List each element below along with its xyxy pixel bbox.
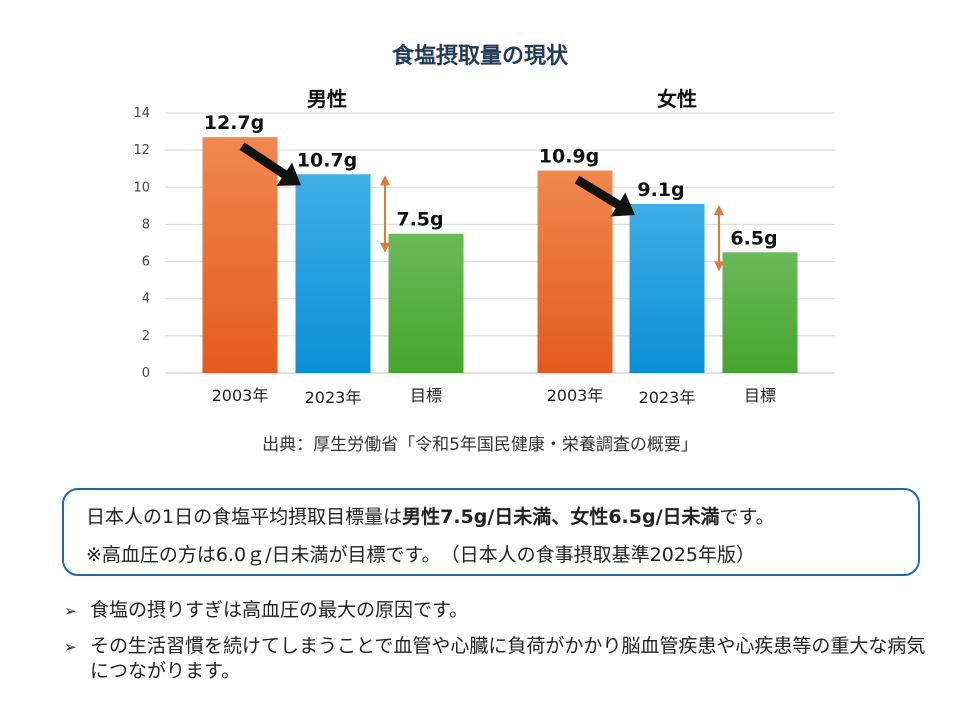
page-title: 食塩摂取量の現状 <box>391 44 568 69</box>
bar <box>202 137 278 373</box>
salt-intake-chart: 0 2 4 6 8 10 12 14 男性 12.7g 2003年 10.7g 2023年 7.5g 目標 女… <box>133 87 835 407</box>
x-tick-label: 2003年 <box>547 386 604 405</box>
list-item: ➢ その生活習慣を続けてしまうことで血管や心臓に負荷がかかり脳血管疾患や心疾患等… <box>64 634 944 685</box>
decrease-arrow-icon <box>239 142 301 186</box>
x-tick-label: 2003年 <box>212 386 269 405</box>
info-text-end: です。 <box>719 506 775 528</box>
x-tick-label: 目標 <box>410 386 442 405</box>
bullet-text: その生活習慣を続けてしまうことで血管や心臓に負荷がかかり脳血管疾患や心疾患等の重… <box>90 634 926 683</box>
y-tick-label: 14 <box>133 106 150 121</box>
y-tick-label: 12 <box>133 143 150 158</box>
data-label: 10.7g <box>297 149 357 171</box>
y-tick-label: 2 <box>142 329 150 344</box>
x-tick-label: 目標 <box>744 386 776 405</box>
y-tick-label: 6 <box>142 255 150 270</box>
data-label: 9.1g <box>637 179 684 201</box>
bar <box>295 174 371 373</box>
source-note: 出典：厚生労働省「令和5年国民健康・栄養調査の概要」 <box>262 435 698 455</box>
x-tick-label: 2023年 <box>305 388 362 407</box>
y-tick-label: 0 <box>142 366 150 381</box>
data-label: 12.7g <box>204 112 264 134</box>
y-tick-label: 4 <box>142 292 150 307</box>
group-title: 女性 <box>657 87 697 111</box>
decrease-arrow-icon <box>574 175 635 217</box>
list-item: ➢ 食塩の摂りすぎは高血圧の最大の原因です。 <box>64 598 944 624</box>
x-tick-label: 2023年 <box>639 388 696 407</box>
data-label: 6.5g <box>730 227 777 249</box>
info-text-a: 日本人の1日の食塩平均摂取目標量は <box>86 506 403 528</box>
group-title: 男性 <box>307 87 347 111</box>
info-box-line-1: 日本人の1日の食塩平均摂取目標量は男性7.5g/日未満、女性6.5g/日未満です… <box>86 502 775 529</box>
bar <box>537 170 613 373</box>
bar <box>722 252 798 373</box>
y-tick-label: 8 <box>142 217 150 232</box>
info-text-comma: 、 <box>551 506 571 528</box>
data-label: 7.5g <box>396 209 443 231</box>
y-tick-label: 10 <box>133 180 150 195</box>
data-label: 10.9g <box>539 146 599 168</box>
bullet-text: 食塩の摂りすぎは高血圧の最大の原因です。 <box>90 599 469 621</box>
info-box <box>62 488 920 576</box>
info-text-female: 女性6.5g/日未満 <box>570 506 720 528</box>
bullet-list: ➢ 食塩の摂りすぎは高血圧の最大の原因です。 ➢ その生活習慣を続けてしまうこと… <box>64 598 944 695</box>
info-text-male: 男性7.5g/日未満 <box>402 506 552 528</box>
bullet-arrow-icon: ➢ <box>64 637 77 656</box>
bullet-arrow-icon: ➢ <box>64 602 77 620</box>
bar <box>388 233 464 373</box>
info-box-line-2: ※高血圧の方は6.0ｇ/日未満が目標です。 （日本人の食事摂取基準2025年版） <box>86 544 755 566</box>
bar <box>629 204 705 373</box>
